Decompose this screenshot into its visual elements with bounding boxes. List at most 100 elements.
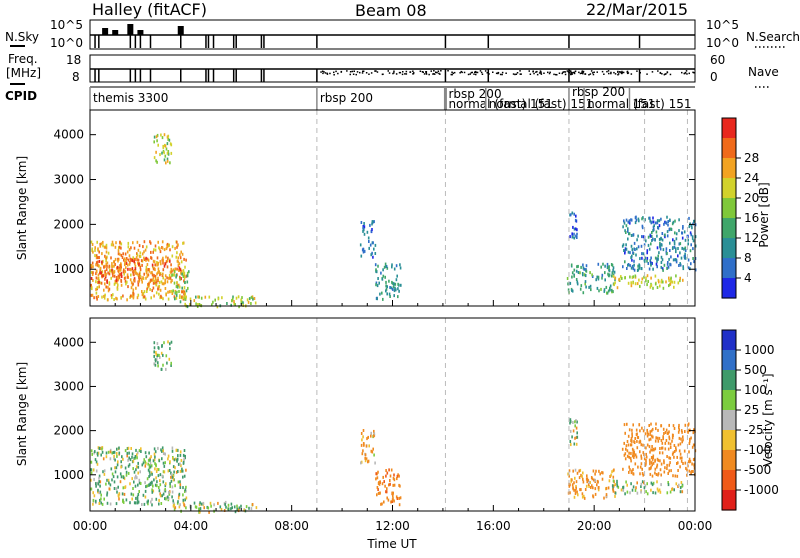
heatmap-cell [134,501,137,505]
heatmap-cell [661,441,664,445]
heatmap-cell [591,275,594,278]
heatmap-cell [633,451,635,454]
colorbar-swatch [722,218,736,239]
heatmap-cell [101,450,104,454]
heatmap-cell [145,271,148,275]
heatmap-cell [575,480,578,484]
nave-dot [588,74,590,76]
heatmap-cell [581,272,584,275]
time-tick-label: 20:00 [577,519,612,533]
heatmap-cell [628,451,630,455]
heatmap-cell [113,480,116,484]
heatmap-cell [386,266,389,270]
heatmap-cell [95,276,98,280]
heatmap-cell [622,225,624,229]
heatmap-cell [691,226,693,230]
heatmap-cell [116,463,119,467]
heatmap-cell [585,285,587,289]
heatmap-cell [161,151,163,155]
heatmap-cell [126,280,128,284]
heatmap-cell [159,260,162,264]
heatmap-cell [115,276,118,279]
heatmap-cell [568,474,570,478]
heatmap-cell [663,461,665,465]
heatmap-cell [159,492,161,496]
heatmap-cell [621,244,624,248]
heatmap-cell [167,290,169,294]
heatmap-cell [157,143,159,147]
heatmap-cell [155,150,157,154]
heatmap-cell [605,285,608,289]
heatmap-cell [253,297,256,300]
heatmap-cell [179,294,181,298]
heatmap-cell [594,487,597,491]
heatmap-cell [116,287,119,291]
heatmap-cell [634,248,636,251]
heatmap-cell [671,488,673,491]
heatmap-cell [182,296,185,300]
heatmap-cell [166,361,168,365]
heatmap-cell [127,471,130,475]
heatmap-cell [666,252,668,255]
heatmap-cell [183,449,186,452]
heatmap-cell [634,216,637,220]
heatmap-cell [399,484,401,488]
heatmap-cell [120,253,123,257]
heatmap-cell [186,274,189,278]
colorbar-tick-label: 16 [744,211,759,225]
heatmap-cell [91,261,94,265]
heatmap-cell [106,280,108,284]
heatmap-cell [583,494,585,498]
heatmap-cell [247,300,250,304]
heatmap-cell [168,243,170,247]
y-tick-label: 1000 [53,468,84,482]
heatmap-cell [146,273,149,277]
heatmap-cell [377,491,380,495]
heatmap-cell [571,435,573,439]
heatmap-cell [594,478,596,482]
heatmap-cell [147,273,150,277]
heatmap-cell [381,277,384,281]
heatmap-cell [574,488,577,492]
heatmap-cell [105,272,107,276]
heatmap-cell [184,490,186,493]
heatmap-cell [157,240,159,244]
heatmap-cell [669,218,671,222]
heatmap-cell [626,449,629,453]
heatmap-cell [360,461,362,465]
heatmap-cell [150,464,153,468]
nave-dot [374,70,376,72]
time-axis-labels: 00:00 04:00 08:00 12:00 16:00 20:00 00:00 [73,519,713,533]
heatmap-cell [650,456,653,459]
heatmap-cell [624,431,626,435]
colorbar-frame [721,329,737,511]
heatmap-cell [96,453,99,457]
heatmap-cell [179,300,182,304]
heatmap-cell [626,490,629,494]
heatmap-cell [181,272,183,276]
heatmap-cell [117,252,120,256]
heatmap-cell [643,275,645,279]
heatmap-cell [162,353,164,357]
heatmap-cell [605,486,608,490]
heatmap-cell [395,288,397,292]
heatmap-cell [135,256,138,260]
heatmap-cell [572,469,574,473]
heatmap-cell [396,497,399,500]
heatmap-cell [101,295,103,299]
heatmap-cell [129,482,131,486]
heatmap-cell [167,469,170,473]
heatmap-cell [156,133,159,137]
heatmap-cell [240,504,242,508]
heatmap-cell [582,471,584,475]
heatmap-cell [600,265,602,269]
heatmap-cell [153,260,156,264]
heatmap-cell [142,276,144,280]
nave-dot [501,71,504,74]
time-tick-label: 12:00 [375,519,410,533]
heatmap-cell [656,465,658,469]
heatmap-cell [114,470,117,474]
heatmap-cell [576,490,578,494]
heatmap-cell [640,462,643,466]
heatmap-cell [396,477,398,481]
